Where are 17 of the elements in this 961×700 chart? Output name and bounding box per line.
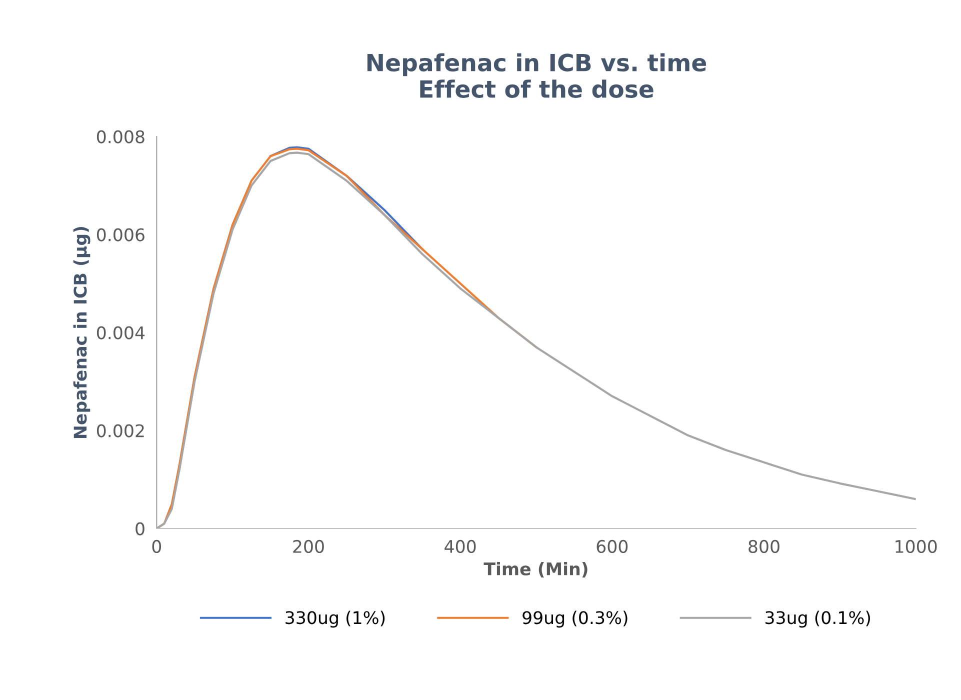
legend-label: 99ug (0.3%): [522, 610, 628, 628]
y-tick-label: 0.008: [96, 130, 144, 144]
x-tick-label: 600: [596, 540, 628, 554]
x-tick-label: 1000: [896, 540, 937, 554]
y-tick-label: 0: [136, 522, 144, 536]
legend-label: 33ug (0.1%): [766, 610, 870, 628]
y-tick-label: 0.002: [96, 424, 144, 438]
x-tick-label: 800: [748, 540, 780, 554]
x-tick-label: 400: [444, 540, 476, 554]
y-axis-title: Nepafenac in ICB (µg): [73, 226, 90, 438]
chart-title: Nepafenac in ICB vs. time Effect of the dose: [367, 53, 706, 98]
legend-label: 330ug (1%): [286, 610, 385, 628]
x-axis-title: Time (Min): [484, 562, 588, 578]
y-tick-label: 0.004: [96, 326, 145, 340]
x-tick-label: 0: [152, 540, 162, 554]
x-tick-label: 200: [293, 540, 324, 554]
y-tick-label: 0.006: [96, 228, 144, 242]
